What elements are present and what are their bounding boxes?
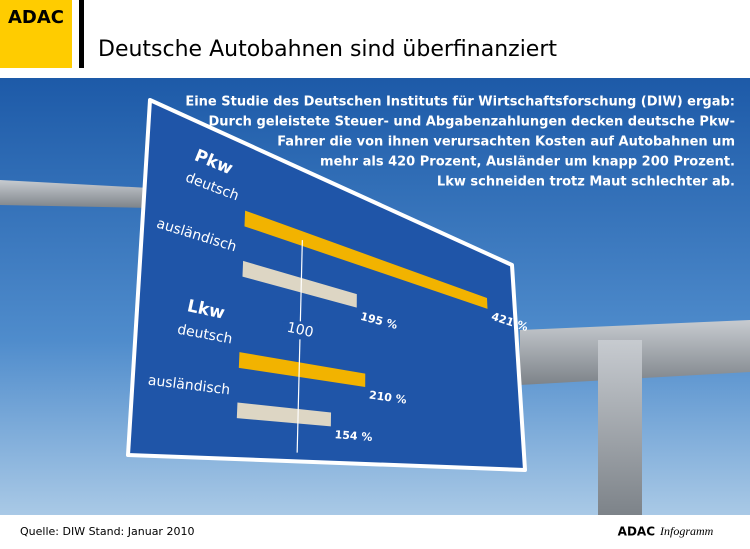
source: Quelle: DIW Stand: Januar 2010 (20, 525, 194, 538)
annotation-line: mehr als 420 Prozent, Ausländer um knapp… (320, 155, 735, 170)
brand-product: Infogramm (659, 524, 714, 538)
annotation-line: Lkw schneiden trotz Maut schlechter ab. (437, 175, 735, 190)
reference-label: 100 (285, 320, 315, 341)
bar (242, 260, 357, 308)
sign (126, 98, 527, 472)
value-label: 154 % (334, 428, 373, 444)
annotation-line: Durch geleistete Steuer- und Abgabenzahl… (209, 115, 735, 130)
reference-label-bg (282, 321, 319, 340)
logo: ADAC (8, 7, 64, 28)
logo-box (0, 0, 72, 68)
bar (244, 210, 488, 309)
chart-title: Deutsche Autobahnen sind überfinanziert (98, 37, 557, 62)
post (598, 340, 642, 515)
beam-left (0, 180, 150, 208)
footer (0, 515, 750, 549)
brand-name: ADAC (618, 525, 656, 539)
value-label: 210 % (368, 389, 407, 407)
bar (236, 402, 332, 427)
header-rule (79, 0, 84, 68)
bar (238, 352, 366, 387)
annotation-line: Eine Studie des Deutschen Instituts für … (185, 95, 735, 110)
reference-line (296, 240, 303, 453)
annotation-line: Fahrer die von ihnen verursachten Kosten… (277, 135, 735, 150)
